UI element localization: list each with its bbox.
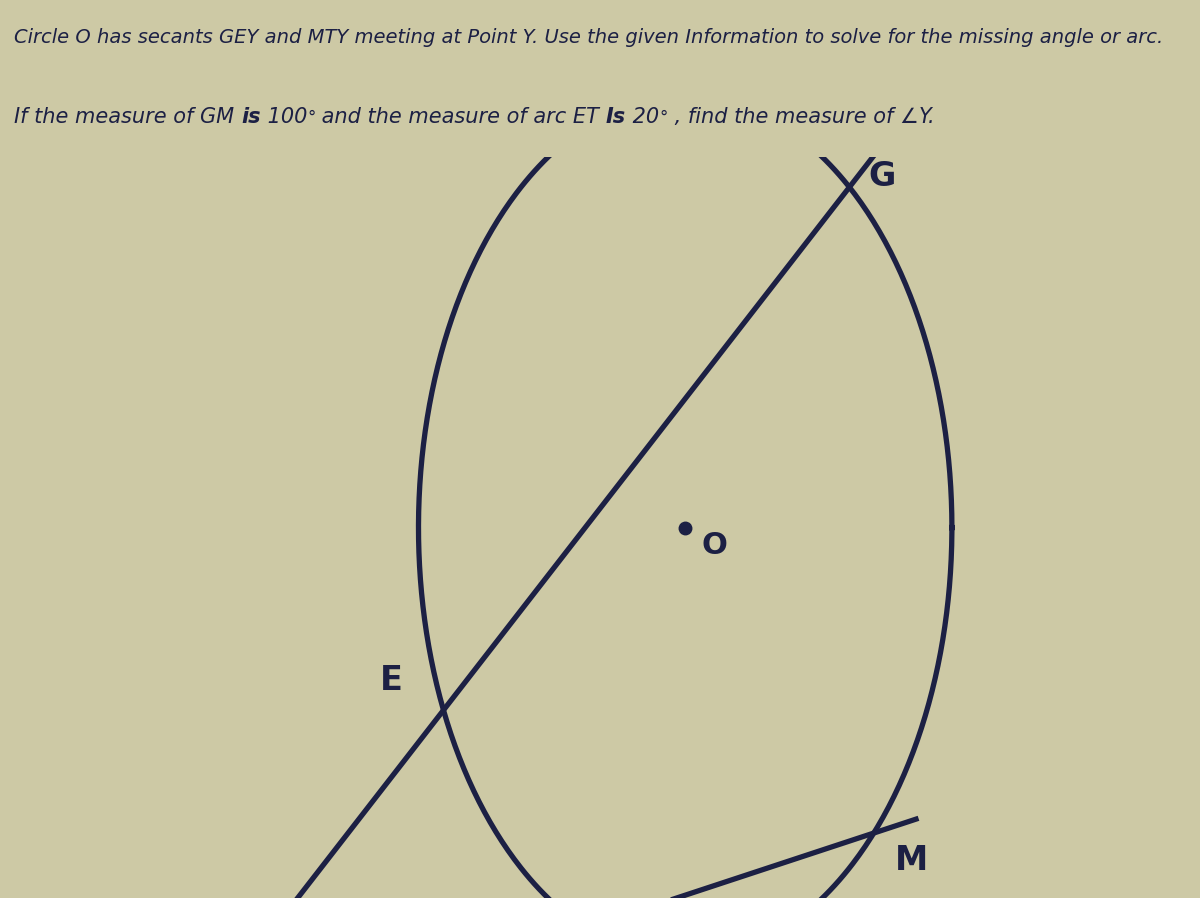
Text: G: G — [868, 160, 895, 192]
Text: Is: Is — [606, 107, 626, 127]
Text: is: is — [241, 107, 260, 127]
Text: M: M — [894, 844, 928, 877]
Text: °: ° — [307, 109, 316, 127]
Text: O: O — [702, 532, 727, 560]
Text: If the measure of GM: If the measure of GM — [14, 107, 241, 127]
Text: 20: 20 — [626, 107, 659, 127]
Text: Y.: Y. — [918, 107, 935, 127]
Text: ∠: ∠ — [900, 107, 918, 127]
Text: E: E — [380, 664, 403, 697]
Text: °: ° — [659, 109, 667, 127]
Text: , find the measure of: , find the measure of — [667, 107, 900, 127]
Text: Circle O has secants GEY and MTY meeting at Point Y. Use the given Information t: Circle O has secants GEY and MTY meeting… — [14, 29, 1164, 48]
Text: and the measure of arc ET: and the measure of arc ET — [316, 107, 606, 127]
Text: 100: 100 — [260, 107, 307, 127]
